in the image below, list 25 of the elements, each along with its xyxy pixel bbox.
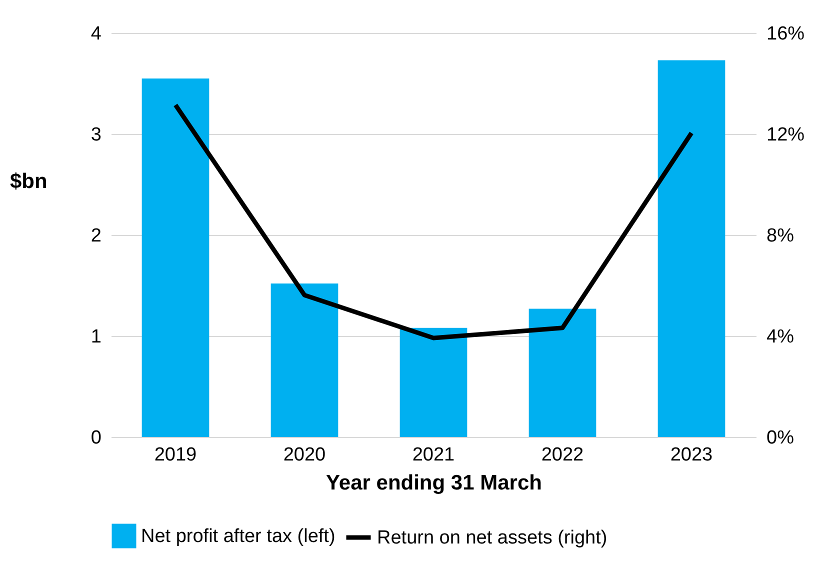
y-tick-label: 3 (90, 124, 102, 146)
legend-label: Return on net assets (right) (377, 528, 608, 548)
y-tick-label: 0 (90, 428, 102, 448)
x-tick-label: 2023 (670, 444, 713, 466)
bar (658, 60, 726, 437)
y2-tick-label: 0% (766, 428, 794, 448)
y-tick-label: 2 (90, 226, 102, 246)
bar (400, 328, 468, 437)
bar (528, 308, 596, 437)
legend-label: Net profit after tax (left) (141, 526, 336, 547)
x-tick-label: 2019 (154, 444, 197, 466)
y2-tick-label: 16% (766, 24, 805, 44)
y2-tick-label: 12% (766, 124, 805, 146)
y-axis-title: $bn (10, 170, 48, 193)
bar (142, 78, 210, 437)
x-tick-label: 2021 (412, 444, 455, 466)
line-series (173, 102, 694, 340)
y2-tick-label: 8% (766, 226, 794, 246)
y2-tick-label: 4% (766, 326, 794, 348)
x-tick-label: 2020 (283, 444, 326, 466)
y-tick-label: 1 (90, 326, 102, 348)
bar (270, 283, 338, 437)
x-axis-title: Year ending 31 March (326, 472, 542, 494)
y-tick-label: 4 (90, 24, 102, 44)
x-tick-label: 2022 (541, 444, 584, 466)
